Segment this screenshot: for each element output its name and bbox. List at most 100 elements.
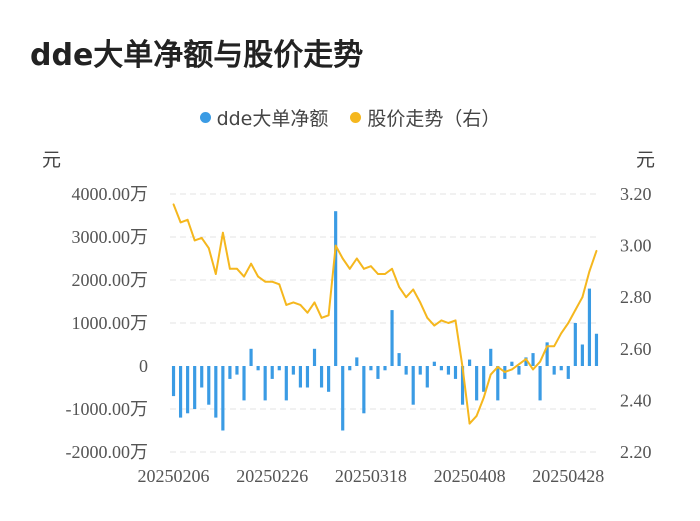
price-point [546,345,549,348]
bar [341,366,345,431]
bar [573,323,577,366]
bar [186,366,190,414]
price-point [271,280,274,283]
legend-item-dde[interactable]: dde大单净额 [199,104,328,131]
price-point [454,319,457,322]
bar [249,348,253,366]
price-point [433,324,436,327]
legend-dot-price [350,112,362,123]
price-point [299,304,302,306]
x-tick-label: 20250226 [236,466,308,486]
price-point [341,257,344,260]
price-point [525,358,527,361]
right-tick-label: 2.20 [620,442,652,462]
price-point [313,301,316,304]
price-point [475,414,478,417]
legend: dde大单净额 股价走势（右） [0,104,700,131]
price-point [250,262,252,265]
bar [425,366,429,388]
bar [334,211,338,366]
price-point [306,311,309,314]
bar [263,366,267,401]
bar [517,366,521,375]
price-point [567,322,570,324]
bar [305,366,310,388]
price-point [539,360,541,363]
bar [298,366,302,388]
bar [355,357,359,366]
price-point [257,275,260,278]
legend-dot-dde [199,112,211,123]
x-tick-label: 20250408 [434,466,506,486]
x-tick-label: 20250428 [532,466,604,486]
bar [312,348,317,366]
bar [545,342,549,366]
price-point [595,249,598,252]
bar [214,366,218,418]
bar [580,344,584,366]
legend-item-price[interactable]: 股价走势（右） [350,104,500,131]
price-point [362,267,365,270]
price-point [447,322,450,324]
bar [369,366,373,371]
price-point [426,316,429,319]
price-point [172,203,175,206]
price-point [370,265,372,268]
bar [270,366,274,379]
bar [376,366,380,379]
bar [418,366,422,375]
price-point [236,267,238,270]
bar [489,348,493,366]
price-point [264,280,267,283]
price-point [496,365,499,368]
bar [496,366,500,401]
price-point [334,244,337,247]
price-point [518,363,520,366]
price-point [193,239,196,242]
bar [453,366,458,379]
bar [559,366,563,371]
bar [256,366,260,371]
bar [538,366,542,401]
bar [171,366,176,397]
left-tick-label: 3000.00万 [72,227,149,247]
price-point [468,422,471,425]
bar [348,366,352,371]
price-point [553,345,556,348]
left-tick-label: 2000.00万 [72,270,149,290]
bar [200,366,204,388]
bar [468,359,472,366]
bar [397,353,401,366]
price-point [200,236,203,239]
price-point [327,314,330,317]
price-point [179,221,182,224]
price-point [221,231,224,234]
bar [566,366,570,379]
price-point [532,368,534,371]
bar [235,366,239,375]
price-point [560,332,563,335]
price-point [384,273,386,275]
right-tick-label: 3.20 [620,184,652,204]
left-axis-unit: 元 [42,149,61,171]
bar-series [171,211,599,431]
bar [228,366,232,379]
bar [510,361,514,366]
legend-label-price: 股价走势（右） [367,108,501,130]
bar [432,361,436,366]
bar [531,353,535,366]
right-tick-label: 2.80 [620,287,652,307]
price-point [510,368,513,371]
bar [587,288,592,366]
bar [242,366,246,401]
bar [439,366,443,371]
bar [178,366,183,418]
price-point [489,373,492,376]
right-tick-label: 2.60 [620,339,652,359]
grid-lines [170,193,600,453]
price-point [377,273,379,275]
bar [362,366,366,414]
left-tick-label: 4000.00万 [72,184,149,204]
price-point [412,288,415,291]
